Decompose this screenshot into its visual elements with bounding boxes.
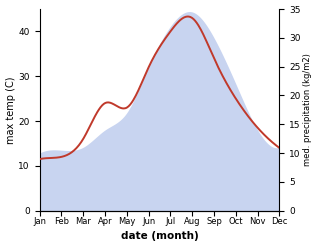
Y-axis label: max temp (C): max temp (C) <box>5 76 16 144</box>
Y-axis label: med. precipitation (kg/m2): med. precipitation (kg/m2) <box>303 53 313 166</box>
X-axis label: date (month): date (month) <box>121 231 198 242</box>
